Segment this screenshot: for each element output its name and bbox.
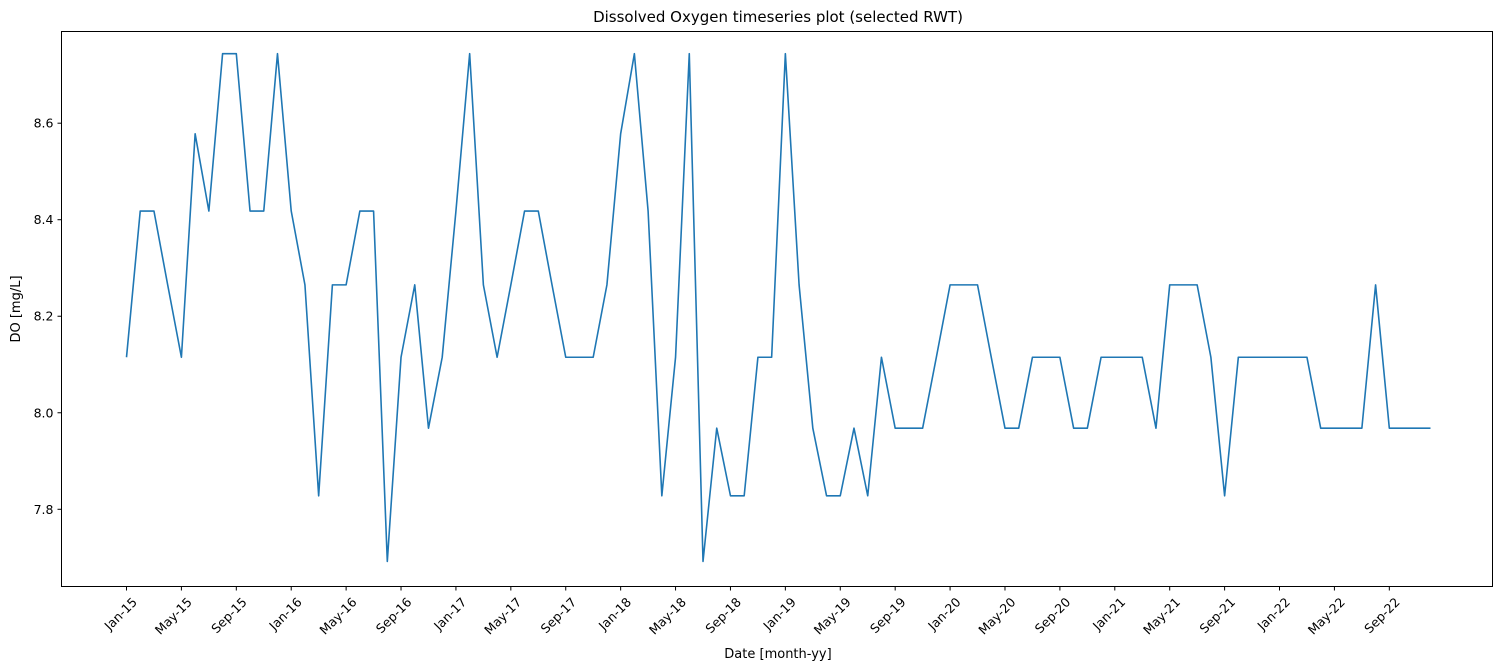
y-axis-label: DO [mg/L]	[9, 275, 24, 342]
x-tick-label: Sep-18	[702, 594, 744, 636]
x-tick-label: Jan-20	[924, 594, 963, 633]
series-group	[125, 52, 1431, 563]
x-tick-label: May-16	[316, 594, 359, 637]
plot-frame	[61, 31, 1493, 587]
x-axis-ticks: Jan-15 May-15 Sep-15 Jan-16 May-16 Sep-16 Jan-…	[101, 586, 1403, 638]
series-line	[125, 52, 1431, 563]
y-tick-label: 7.8	[34, 502, 54, 517]
x-tick-label: May-20	[975, 594, 1018, 637]
x-tick-label: Jan-22	[1254, 594, 1293, 633]
x-tick-label: May-22	[1305, 594, 1348, 637]
x-tick-label: Jan-19	[759, 594, 798, 633]
y-tick-label: 8.6	[34, 116, 54, 131]
x-tick-label: Jan-17	[430, 594, 469, 633]
x-tick-label: Jan-18	[595, 594, 634, 633]
x-tick-label: Jan-21	[1089, 594, 1128, 633]
x-tick-label: May-18	[646, 594, 689, 637]
y-tick-label: 8.0	[34, 405, 54, 420]
x-tick-label: Sep-22	[1361, 594, 1403, 636]
x-tick-label: May-15	[152, 594, 195, 637]
chart-title: Dissolved Oxygen timeseries plot (select…	[593, 8, 963, 26]
x-axis-label: Date [month-yy]	[724, 647, 831, 662]
y-tick-label: 8.2	[34, 309, 54, 324]
x-tick-label: Sep-19	[867, 594, 909, 636]
y-axis-ticks: 7.8 8.0 8.2 8.4 8.6	[34, 116, 62, 517]
x-tick-label: Sep-21	[1196, 594, 1238, 636]
plot-area	[61, 31, 1493, 587]
x-tick-label: Jan-16	[265, 594, 304, 633]
x-tick-label: Jan-15	[101, 594, 140, 633]
x-tick-label: Sep-20	[1032, 594, 1074, 636]
x-tick-label: May-17	[481, 594, 524, 637]
x-tick-label: Sep-15	[208, 594, 250, 636]
x-tick-label: Sep-17	[538, 594, 580, 636]
x-tick-label: May-19	[811, 594, 854, 637]
x-tick-label: May-21	[1140, 594, 1183, 637]
x-tick-label: Sep-16	[373, 594, 415, 636]
y-tick-label: 8.4	[34, 212, 54, 227]
